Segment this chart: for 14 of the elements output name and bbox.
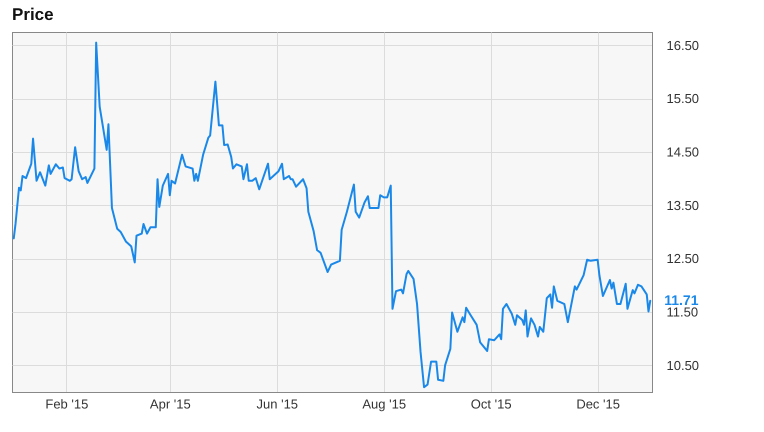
x-tick-label: Feb '15: [45, 396, 88, 412]
x-tick-label: Jun '15: [256, 396, 298, 412]
x-tick-label: Dec '15: [576, 396, 620, 412]
x-tick-label: Oct '15: [470, 396, 512, 412]
y-tick-label: 15.50: [666, 91, 700, 106]
line-series: [12, 42, 652, 388]
y-tick-label: 14.50: [666, 144, 700, 160]
chart-title: Price: [12, 5, 54, 24]
x-tick-label: Apr '15: [150, 396, 191, 412]
y-tick-label: 10.50: [666, 358, 700, 373]
x-tick-label: Aug '15: [362, 396, 406, 412]
y-tick-label: 13.50: [666, 198, 700, 213]
y-tick-label: 12.50: [666, 251, 700, 266]
y-tick-label: 16.50: [666, 38, 700, 53]
